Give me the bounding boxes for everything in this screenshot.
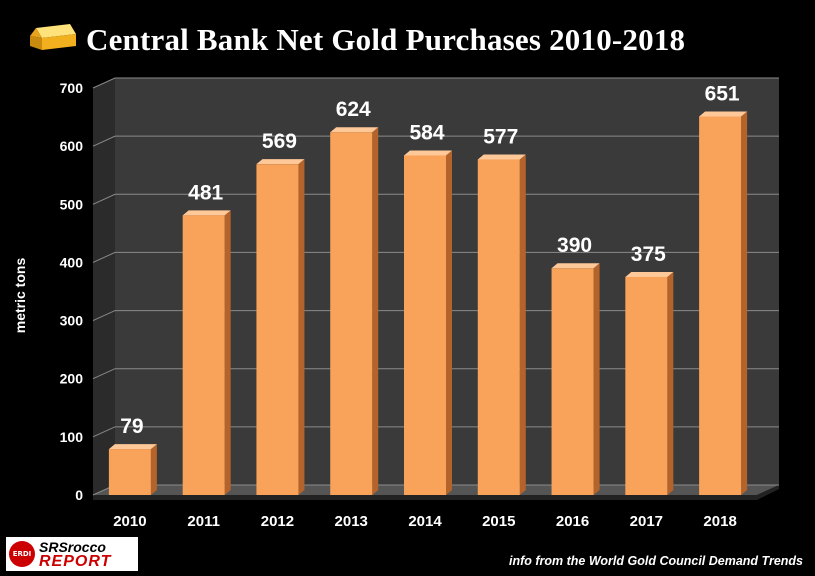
bar-side <box>667 271 674 495</box>
gridline <box>92 135 779 147</box>
data-label: 624 <box>336 98 371 121</box>
y-tick-label: 600 <box>60 138 84 154</box>
x-tick-label: 2016 <box>556 513 589 530</box>
x-tick-label: 2011 <box>187 513 220 530</box>
bar <box>625 276 668 495</box>
bar-top <box>404 150 452 156</box>
gridline <box>92 193 779 205</box>
bar-side <box>446 150 452 495</box>
bar <box>404 155 446 495</box>
x-tick-label: 2018 <box>703 513 736 530</box>
logo-line2: REPORT <box>39 553 112 570</box>
bar-top <box>551 263 600 269</box>
y-tick-label: 500 <box>60 196 84 212</box>
bar <box>256 164 299 495</box>
bar-top <box>477 154 526 160</box>
bar <box>330 132 373 495</box>
data-label: 651 <box>705 82 740 105</box>
data-label: 481 <box>188 181 223 204</box>
plot-side-wall <box>93 78 115 495</box>
y-tick-label: 300 <box>60 313 84 329</box>
y-axis-label: metric tons <box>12 258 28 334</box>
bar-side <box>224 210 231 495</box>
logo-badge: ERDI <box>9 541 35 567</box>
bar-side <box>372 127 379 495</box>
data-label: 577 <box>483 126 518 149</box>
bar <box>108 449 151 495</box>
data-label: 390 <box>557 234 592 257</box>
bar <box>182 215 225 495</box>
bar-side <box>519 154 526 495</box>
data-label: 569 <box>262 130 297 153</box>
plot-floor-edge <box>93 485 779 500</box>
bar-top <box>182 210 231 216</box>
data-label: 375 <box>631 243 666 266</box>
x-tick-label: 2012 <box>261 513 294 530</box>
y-tick-label: 400 <box>60 254 84 270</box>
chart-title: Central Bank Net Gold Purchases 2010-201… <box>86 22 686 57</box>
bar-top <box>625 271 674 277</box>
bar-top <box>699 111 748 117</box>
bar-side <box>150 444 157 495</box>
y-tick-label: 0 <box>75 487 83 503</box>
bar <box>477 159 520 495</box>
gridline <box>92 251 779 263</box>
source-note: info from the World Gold Council Demand … <box>509 554 803 568</box>
logo-line1: SRSrocco <box>39 539 106 555</box>
bar-top <box>108 444 157 450</box>
bar-side <box>298 159 305 495</box>
bar-top <box>256 159 305 165</box>
bar-side <box>593 263 600 495</box>
data-label: 584 <box>409 121 444 144</box>
y-tick-label: 200 <box>60 371 84 387</box>
y-tick-label: 700 <box>60 80 84 96</box>
x-tick-label: 2017 <box>630 513 663 530</box>
bar <box>699 116 742 496</box>
y-tick-label: 100 <box>60 429 84 445</box>
x-tick-label: 2015 <box>482 513 515 530</box>
bar <box>551 268 594 495</box>
bar-side <box>741 111 748 496</box>
gold-bar-icon <box>30 24 76 50</box>
x-tick-label: 2010 <box>113 513 146 530</box>
gridline <box>92 77 779 89</box>
srsrocco-logo: ERDI SRSrocco REPORT <box>6 537 138 571</box>
bar-top <box>330 127 379 133</box>
x-tick-label: 2014 <box>408 513 442 530</box>
x-tick-label: 2013 <box>335 513 368 530</box>
data-label: 79 <box>120 415 143 438</box>
